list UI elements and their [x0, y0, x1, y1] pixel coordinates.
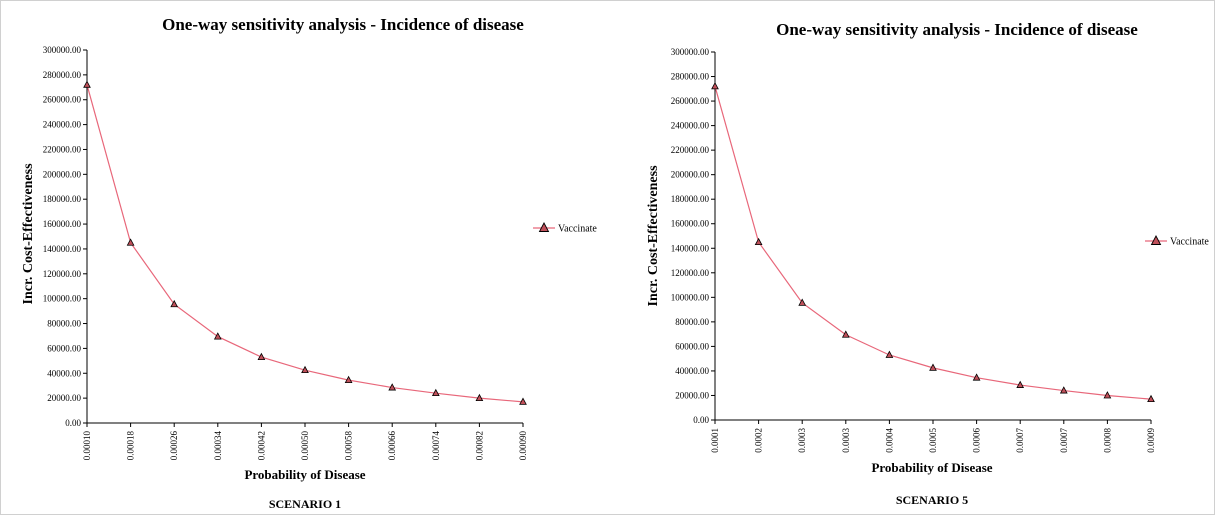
y-axis-label-group: Incr. Cost-Effectiveness: [21, 163, 36, 305]
y-tick-label: 300000.00: [43, 45, 82, 55]
data-point-marker: [431, 388, 440, 397]
y-tick-label: 300000.00: [671, 47, 710, 57]
data-point-marker: [213, 332, 222, 340]
data-point-marker: [83, 80, 91, 88]
legend-label: Vaccinate: [558, 224, 597, 235]
x-tick-label: 0.00034: [213, 431, 223, 461]
plot-area: 0.00 20000.00 40000.00 60000.00 80000.00 1000…: [671, 47, 1210, 453]
x-tick-label: 0.0008: [1102, 428, 1112, 453]
data-point-marker: [798, 298, 807, 306]
data-point-marker: [885, 350, 894, 358]
y-tick-label: 40000.00: [47, 368, 81, 378]
y-tick-label: 100000.00: [671, 292, 710, 302]
chart-title: One-way sensitivity analysis - Incidence…: [162, 15, 524, 34]
legend-marker: [538, 222, 550, 232]
chart-scenario-5: One-way sensitivity analysis - Incidence…: [646, 20, 1209, 507]
y-tick-label: 40000.00: [675, 366, 709, 376]
y-tick-label: 200000.00: [43, 169, 82, 179]
y-tick-label: 120000.00: [671, 268, 710, 278]
data-point-marker: [519, 397, 527, 405]
x-tick-label: 0.00050: [300, 431, 310, 461]
y-tick-label: 80000.00: [675, 317, 709, 327]
x-tick-label: 0.00010: [82, 431, 92, 461]
data-point-marker: [711, 81, 719, 90]
data-point-marker: [1059, 386, 1068, 394]
x-axis-label: Probability of Disease: [871, 460, 992, 475]
x-tick-label: 0.00058: [344, 431, 354, 461]
y-tick-label: 280000.00: [671, 72, 710, 82]
y-tick-label: 240000.00: [671, 121, 710, 131]
x-tick-label: 0.00082: [474, 431, 484, 460]
y-tick-label: 280000.00: [43, 70, 82, 80]
data-point-marker: [257, 352, 266, 361]
x-tick-label: 0.00090: [518, 431, 528, 461]
y-tick-label: 220000.00: [43, 144, 82, 154]
x-tick-label: 0.0009: [1146, 428, 1156, 453]
y-tick-label: 160000.00: [671, 219, 710, 229]
data-point-marker: [929, 363, 937, 371]
x-tick-label: 0.0005: [928, 428, 938, 453]
y-tick-label: 100000.00: [43, 294, 82, 304]
y-tick-label: 160000.00: [43, 219, 82, 229]
y-tick-label: 220000.00: [671, 145, 710, 155]
data-point-marker: [344, 375, 353, 384]
y-axis-label: Incr. Cost-Effectiveness: [646, 165, 661, 307]
x-tick-label: 0.0006: [972, 428, 982, 453]
y-tick-label: 20000.00: [47, 393, 81, 403]
y-tick-label: 60000.00: [47, 343, 81, 353]
y-tick-label: 0.00: [65, 418, 81, 428]
x-tick-label: 0.00074: [431, 431, 441, 461]
scenario-caption: SCENARIO 1: [269, 497, 341, 511]
scenario-caption: SCENARIO 5: [896, 493, 968, 507]
x-tick-label: 0.0003: [841, 428, 851, 453]
data-point-marker: [126, 238, 135, 246]
chart-scenario-1: One-way sensitivity analysis - Incidence…: [21, 15, 597, 511]
chart-title: One-way sensitivity analysis - Incidence…: [776, 20, 1138, 39]
data-point-marker: [841, 330, 850, 338]
legend-label: Vaccinate: [1170, 237, 1209, 248]
y-axis-label: Incr. Cost-Effectiveness: [21, 163, 36, 305]
y-tick-label: 200000.00: [671, 170, 710, 180]
y-tick-label: 60000.00: [675, 341, 709, 351]
legend-marker: [1150, 235, 1162, 245]
x-tick-label: 0.00042: [256, 431, 266, 460]
plot-area: 0.00 20000.00 40000.00 60000.00 80000.00 1000…: [43, 45, 598, 460]
data-point-marker: [301, 365, 309, 374]
y-tick-label: 120000.00: [43, 269, 82, 279]
x-tick-label: 0.00018: [126, 431, 136, 461]
x-tick-label: 0.0003: [797, 428, 807, 453]
data-point-marker: [1103, 391, 1112, 399]
y-tick-label: 140000.00: [671, 243, 710, 253]
x-tick-label: 0.0001: [710, 428, 720, 453]
y-tick-label: 80000.00: [47, 319, 81, 329]
data-point-marker: [972, 373, 981, 381]
data-point-marker: [754, 237, 763, 246]
y-tick-label: 20000.00: [675, 390, 709, 400]
x-tick-label: 0.0002: [754, 428, 764, 453]
data-point-marker: [1016, 380, 1025, 388]
y-tick-label: 260000.00: [43, 95, 82, 105]
x-tick-label: 0.00026: [169, 431, 179, 461]
y-axis-label-group: Incr. Cost-Effectiveness: [646, 165, 661, 307]
y-tick-label: 140000.00: [43, 244, 82, 254]
x-tick-label: 0.0004: [884, 428, 894, 453]
x-tick-label: 0.0007: [1015, 427, 1025, 452]
data-point-marker: [170, 299, 179, 308]
y-tick-label: 240000.00: [43, 120, 82, 130]
data-point-marker: [388, 383, 397, 391]
data-point-marker: [1147, 394, 1155, 403]
y-tick-label: 260000.00: [671, 96, 710, 106]
x-axis-label: Probability of Disease: [244, 467, 365, 482]
y-tick-label: 180000.00: [43, 194, 82, 204]
x-tick-label: 0.00066: [387, 431, 397, 461]
y-tick-label: 0.00: [693, 415, 709, 425]
data-point-marker: [475, 393, 484, 402]
x-tick-label: 0.0007: [1059, 428, 1069, 453]
y-tick-label: 180000.00: [671, 194, 710, 204]
